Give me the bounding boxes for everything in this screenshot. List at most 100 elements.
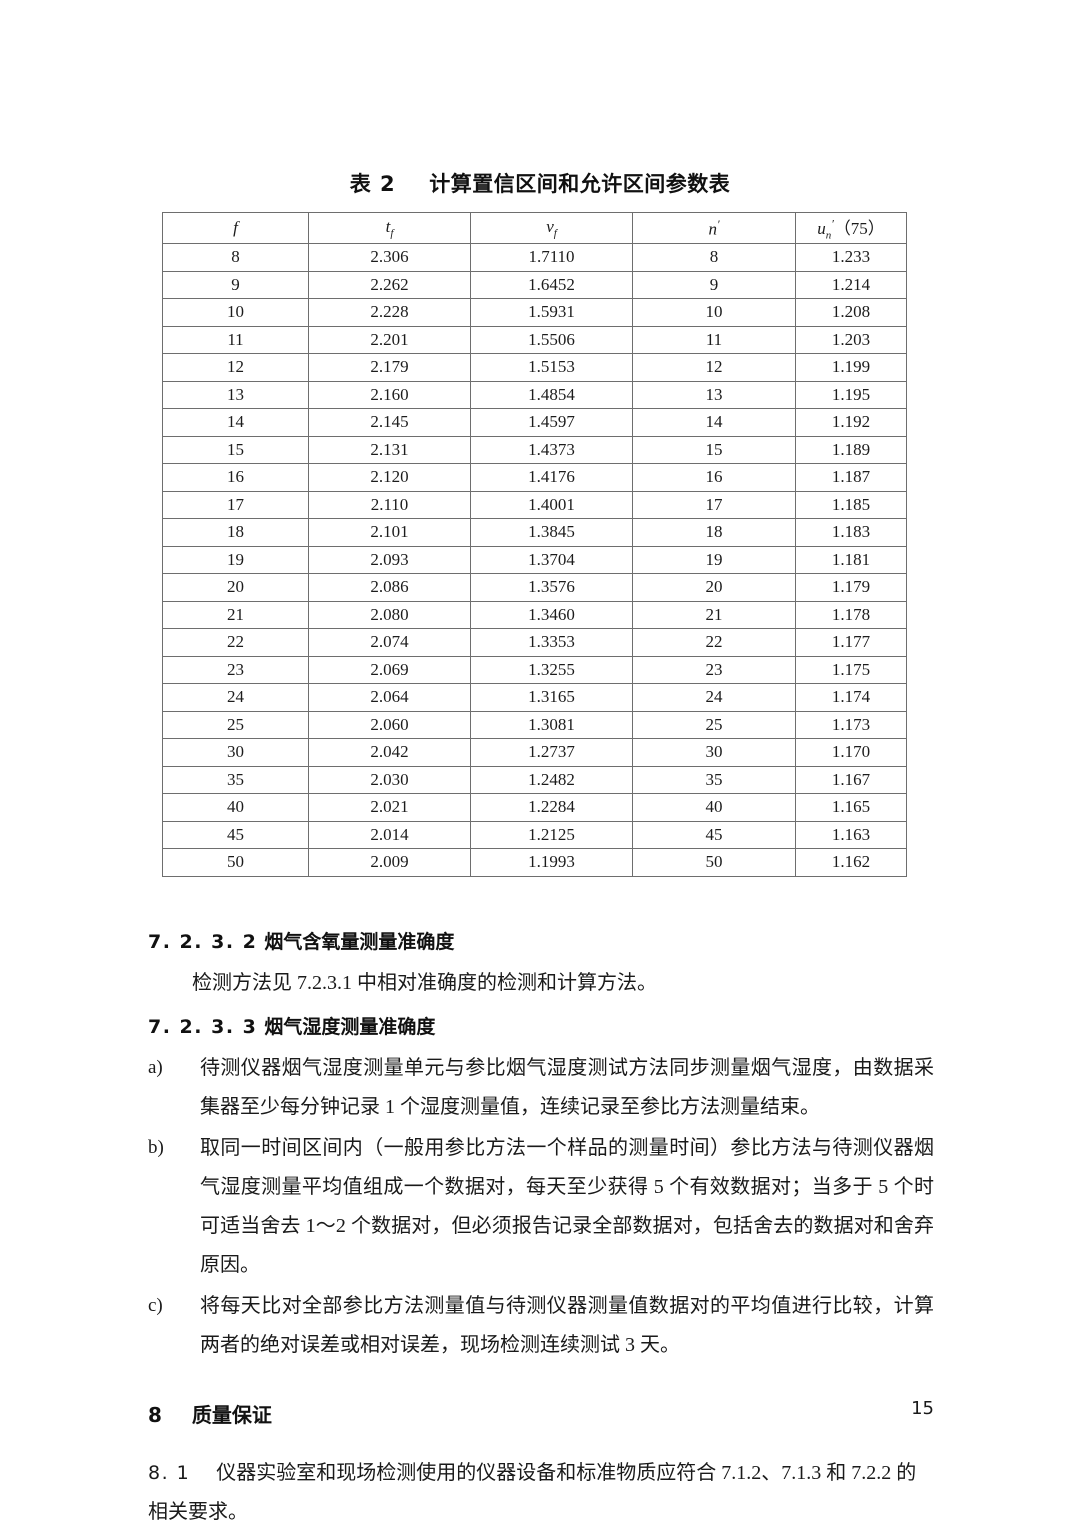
confidence-interval-table: f tf vf n′ un′（75） 8 2.306 1.7110 8 1.233 9 2.… xyxy=(162,212,907,877)
cell-n-prime: 8 xyxy=(632,243,796,272)
cell-vf: 1.1993 xyxy=(470,848,633,877)
cell-un-prime: 1.208 xyxy=(795,298,907,327)
list-item-marker: a) xyxy=(148,1057,163,1078)
cell-f: 23 xyxy=(162,655,309,684)
cell-vf: 1.2284 xyxy=(470,793,633,822)
list-item-marker: b) xyxy=(148,1137,164,1158)
header-cell-n-prime: n′ xyxy=(632,212,796,244)
cell-f: 40 xyxy=(162,793,309,822)
section-number: 7. 2. 3. 2 xyxy=(148,931,258,953)
section-heading-7-2-3-2: 7. 2. 3. 2 烟气含氧量测量准确度 xyxy=(148,928,934,957)
cell-f: 24 xyxy=(162,683,309,712)
cell-tf: 2.131 xyxy=(308,435,471,464)
cell-vf: 1.4597 xyxy=(470,408,633,437)
table-row: 8 2.306 1.7110 8 1.233 xyxy=(162,243,907,272)
cell-tf: 2.069 xyxy=(308,655,471,684)
cell-vf: 1.5153 xyxy=(470,353,633,382)
list-item-text: 待测仪器烟气湿度测量单元与参比烟气湿度测试方法同步测量烟气湿度，由数据采集器至少… xyxy=(200,1057,934,1118)
table-row: 50 2.009 1.1993 50 1.162 xyxy=(162,848,907,877)
cell-tf: 2.179 xyxy=(308,353,471,382)
cell-tf: 2.093 xyxy=(308,545,471,574)
cell-f: 16 xyxy=(162,463,309,492)
cell-vf: 1.2737 xyxy=(470,738,633,767)
cell-f: 9 xyxy=(162,270,309,299)
table-caption: 表 2 计算置信区间和允许区间参数表 xyxy=(0,168,1080,198)
table-row: 14 2.145 1.4597 14 1.192 xyxy=(162,408,907,437)
list-item-text: 将每天比对全部参比方法测量值与待测仪器测量值数据对的平均值进行比较，计算两者的绝… xyxy=(200,1295,934,1356)
cell-n-prime: 30 xyxy=(632,738,796,767)
cell-un-prime: 1.233 xyxy=(795,243,907,272)
table-row: 15 2.131 1.4373 15 1.189 xyxy=(162,435,907,464)
section-number: 8 xyxy=(148,1403,162,1427)
cell-vf: 1.4176 xyxy=(470,463,633,492)
cell-n-prime: 45 xyxy=(632,820,796,849)
cell-un-prime: 1.179 xyxy=(795,573,907,602)
cell-n-prime: 11 xyxy=(632,325,796,354)
table-row: 40 2.021 1.2284 40 1.165 xyxy=(162,793,907,822)
table-row: 17 2.110 1.4001 17 1.185 xyxy=(162,490,907,519)
section-title: 质量保证 xyxy=(191,1403,272,1427)
paragraph-number: 8. 1 xyxy=(148,1462,191,1484)
table-row: 24 2.064 1.3165 24 1.174 xyxy=(162,683,907,712)
cell-f: 45 xyxy=(162,820,309,849)
cell-tf: 2.306 xyxy=(308,243,471,272)
table-row: 9 2.262 1.6452 9 1.214 xyxy=(162,270,907,299)
cell-tf: 2.080 xyxy=(308,600,471,629)
cell-un-prime: 1.189 xyxy=(795,435,907,464)
cell-tf: 2.009 xyxy=(308,848,471,877)
table-row: 19 2.093 1.3704 19 1.181 xyxy=(162,545,907,574)
cell-un-prime: 1.175 xyxy=(795,655,907,684)
procedure-list: a) 待测仪器烟气湿度测量单元与参比烟气湿度测试方法同步测量烟气湿度，由数据采集器… xyxy=(148,1049,934,1365)
table-row: 13 2.160 1.4854 13 1.195 xyxy=(162,380,907,409)
section-heading-8: 8 质量保证 xyxy=(148,1399,934,1428)
page-number: 15 xyxy=(911,1398,934,1419)
document-content: 7. 2. 3. 2 烟气含氧量测量准确度 检测方法见 7.2.3.1 中相对准确… xyxy=(148,928,934,1532)
cell-tf: 2.030 xyxy=(308,765,471,794)
cell-tf: 2.064 xyxy=(308,683,471,712)
table-body: 8 2.306 1.7110 8 1.233 9 2.262 1.6452 9 1.214 10 2.… xyxy=(162,243,907,877)
paragraph-7-2-3-2: 检测方法见 7.2.3.1 中相对准确度的检测和计算方法。 xyxy=(192,971,657,994)
cell-f: 14 xyxy=(162,408,309,437)
cell-n-prime: 16 xyxy=(632,463,796,492)
table-row: 12 2.179 1.5153 12 1.199 xyxy=(162,353,907,382)
table-row: 11 2.201 1.5506 11 1.203 xyxy=(162,325,907,354)
header-cell-vf: vf xyxy=(470,212,633,244)
cell-vf: 1.7110 xyxy=(470,243,633,272)
cell-vf: 1.3353 xyxy=(470,628,633,657)
cell-vf: 1.3460 xyxy=(470,600,633,629)
cell-n-prime: 19 xyxy=(632,545,796,574)
cell-tf: 2.021 xyxy=(308,793,471,822)
cell-n-prime: 12 xyxy=(632,353,796,382)
cell-un-prime: 1.162 xyxy=(795,848,907,877)
cell-tf: 2.101 xyxy=(308,518,471,547)
cell-n-prime: 21 xyxy=(632,600,796,629)
list-item: c) 将每天比对全部参比方法测量值与待测仪器测量值数据对的平均值进行比较，计算两者… xyxy=(148,1287,934,1365)
cell-un-prime: 1.165 xyxy=(795,793,907,822)
cell-un-prime: 1.178 xyxy=(795,600,907,629)
cell-f: 8 xyxy=(162,243,309,272)
cell-n-prime: 20 xyxy=(632,573,796,602)
cell-tf: 2.014 xyxy=(308,820,471,849)
table-row: 16 2.120 1.4176 16 1.187 xyxy=(162,463,907,492)
header-cell-f: f xyxy=(162,212,309,244)
cell-un-prime: 1.181 xyxy=(795,545,907,574)
cell-f: 20 xyxy=(162,573,309,602)
table-row: 25 2.060 1.3081 25 1.173 xyxy=(162,710,907,739)
cell-un-prime: 1.199 xyxy=(795,353,907,382)
section-title: 烟气含氧量测量准确度 xyxy=(264,931,455,953)
cell-n-prime: 13 xyxy=(632,380,796,409)
table-caption-label: 表 2 xyxy=(349,172,396,196)
list-item: a) 待测仪器烟气湿度测量单元与参比烟气湿度测试方法同步测量烟气湿度，由数据采集器… xyxy=(148,1049,934,1127)
cell-un-prime: 1.187 xyxy=(795,463,907,492)
cell-un-prime: 1.177 xyxy=(795,628,907,657)
table-row: 30 2.042 1.2737 30 1.170 xyxy=(162,738,907,767)
table-row: 18 2.101 1.3845 18 1.183 xyxy=(162,518,907,547)
cell-n-prime: 23 xyxy=(632,655,796,684)
cell-tf: 2.120 xyxy=(308,463,471,492)
cell-vf: 1.5506 xyxy=(470,325,633,354)
cell-f: 50 xyxy=(162,848,309,877)
cell-vf: 1.6452 xyxy=(470,270,633,299)
table-row: 35 2.030 1.2482 35 1.167 xyxy=(162,765,907,794)
section-heading-7-2-3-3: 7. 2. 3. 3 烟气湿度测量准确度 xyxy=(148,1013,934,1042)
